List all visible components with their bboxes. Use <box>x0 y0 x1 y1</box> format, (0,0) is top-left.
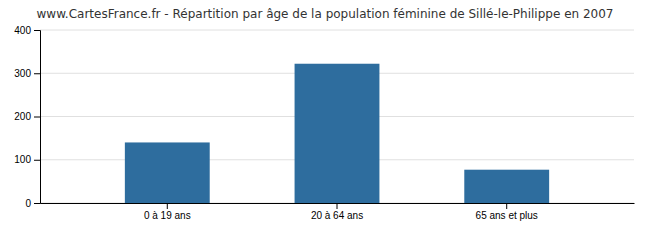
tick: 100 <box>14 154 40 165</box>
tick-mark <box>34 73 40 74</box>
tick: 20 à 64 ans <box>311 203 363 221</box>
tick-mark <box>34 203 40 204</box>
tick-label: 200 <box>14 111 31 122</box>
tick: 400 <box>14 25 40 36</box>
tick-mark <box>167 203 168 209</box>
tick-mark <box>34 117 40 118</box>
grid-line <box>40 30 634 31</box>
tick-label: 100 <box>14 154 31 165</box>
tick: 0 à 19 ans <box>144 203 191 221</box>
tick-label: 20 à 64 ans <box>311 210 363 221</box>
tick-mark <box>34 160 40 161</box>
tick-label: 65 ans et plus <box>476 210 538 221</box>
tick-label: 400 <box>14 25 31 36</box>
tick: 200 <box>14 111 40 122</box>
tick-mark <box>337 203 338 209</box>
tick-mark <box>34 30 40 31</box>
tick: 0 <box>25 198 40 209</box>
plot: 0 100 200 300 400 0 à 19 ans 20 à 64 ans 65 ans… <box>14 25 634 221</box>
tick-label: 0 <box>25 198 31 209</box>
tick-label: 300 <box>14 68 31 79</box>
title: www.CartesFrance.fr - Répartition par âg… <box>37 7 614 21</box>
tick-label: 0 à 19 ans <box>144 210 191 221</box>
bar <box>125 142 210 203</box>
tick-mark <box>506 203 507 209</box>
x-axis: 0 à 19 ans 20 à 64 ans 65 ans et plus <box>41 203 635 221</box>
y-axis: 0 100 200 300 400 <box>14 25 40 209</box>
chart: www.CartesFrance.fr - Répartition par âg… <box>0 0 650 229</box>
bars <box>125 64 549 203</box>
tick: 65 ans et plus <box>476 203 538 221</box>
bar <box>464 170 549 203</box>
tick: 300 <box>14 68 40 79</box>
grid <box>40 30 634 203</box>
axis-domain <box>34 31 41 204</box>
bar <box>295 64 380 203</box>
